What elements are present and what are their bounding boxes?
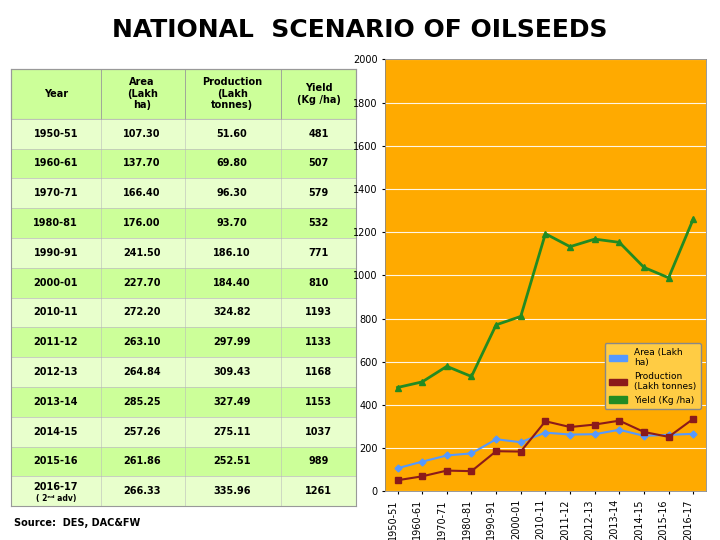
Text: 184.40: 184.40 — [213, 278, 251, 288]
Text: 507: 507 — [308, 158, 328, 168]
Text: 186.10: 186.10 — [213, 248, 251, 258]
Text: 335.96: 335.96 — [213, 486, 251, 496]
Text: 2016-17: 2016-17 — [33, 482, 78, 492]
Text: 481: 481 — [308, 129, 329, 139]
Bar — [11, 268, 356, 298]
Text: 810: 810 — [308, 278, 329, 288]
Bar — [11, 69, 356, 119]
Text: 264.84: 264.84 — [123, 367, 161, 377]
Text: 2011-12: 2011-12 — [33, 338, 78, 347]
Text: 261.86: 261.86 — [123, 456, 161, 467]
Text: 137.70: 137.70 — [123, 158, 161, 168]
Text: Year: Year — [44, 89, 68, 99]
Text: 263.10: 263.10 — [123, 338, 161, 347]
Text: 771: 771 — [308, 248, 328, 258]
Text: 93.70: 93.70 — [217, 218, 248, 228]
Text: 1990-91: 1990-91 — [33, 248, 78, 258]
Text: 1970-71: 1970-71 — [33, 188, 78, 198]
Text: 285.25: 285.25 — [123, 397, 161, 407]
Text: 1133: 1133 — [305, 338, 332, 347]
Bar — [11, 148, 356, 178]
Text: 989: 989 — [308, 456, 329, 467]
Legend: Area (Lakh
ha), Production
(Lakh tonnes), Yield (Kg /ha): Area (Lakh ha), Production (Lakh tonnes)… — [605, 343, 701, 409]
Text: 2013-14: 2013-14 — [33, 397, 78, 407]
Text: 257.26: 257.26 — [123, 427, 161, 437]
Text: 1960-61: 1960-61 — [33, 158, 78, 168]
Text: 1261: 1261 — [305, 486, 332, 496]
Text: 2010-11: 2010-11 — [33, 307, 78, 318]
Text: 1980-81: 1980-81 — [33, 218, 78, 228]
Text: 1037: 1037 — [305, 427, 332, 437]
Bar — [11, 387, 356, 417]
Text: 579: 579 — [308, 188, 328, 198]
Text: 1193: 1193 — [305, 307, 332, 318]
Text: 227.70: 227.70 — [123, 278, 161, 288]
Bar — [11, 119, 356, 148]
Bar — [11, 357, 356, 387]
Bar — [11, 476, 356, 506]
Text: 309.43: 309.43 — [213, 367, 251, 377]
Text: 241.50: 241.50 — [123, 248, 161, 258]
Bar — [11, 417, 356, 447]
Bar — [11, 327, 356, 357]
Bar — [11, 178, 356, 208]
Text: 176.00: 176.00 — [123, 218, 161, 228]
Text: 2012-13: 2012-13 — [33, 367, 78, 377]
Text: 166.40: 166.40 — [123, 188, 161, 198]
Text: 96.30: 96.30 — [217, 188, 248, 198]
Text: 2015-16: 2015-16 — [33, 456, 78, 467]
Text: 2014-15: 2014-15 — [33, 427, 78, 437]
Bar — [11, 447, 356, 476]
Text: 324.82: 324.82 — [213, 307, 251, 318]
Text: 297.99: 297.99 — [213, 338, 251, 347]
Text: ( 2ⁿᵈ adv): ( 2ⁿᵈ adv) — [35, 494, 76, 503]
Text: Area
(Lakh
ha): Area (Lakh ha) — [127, 77, 158, 111]
Text: 107.30: 107.30 — [123, 129, 161, 139]
Bar — [11, 298, 356, 327]
Text: 1153: 1153 — [305, 397, 332, 407]
Text: 69.80: 69.80 — [217, 158, 248, 168]
Text: 2000-01: 2000-01 — [33, 278, 78, 288]
Text: NATIONAL  SCENARIO OF OILSEEDS: NATIONAL SCENARIO OF OILSEEDS — [112, 18, 608, 42]
Text: 327.49: 327.49 — [213, 397, 251, 407]
Text: Production
(Lakh
tonnes): Production (Lakh tonnes) — [202, 77, 262, 111]
Text: 532: 532 — [308, 218, 328, 228]
Text: 266.33: 266.33 — [123, 486, 161, 496]
Text: 272.20: 272.20 — [123, 307, 161, 318]
Text: 275.11: 275.11 — [213, 427, 251, 437]
Text: 51.60: 51.60 — [217, 129, 248, 139]
Text: 252.51: 252.51 — [213, 456, 251, 467]
Text: Yield
(Kg /ha): Yield (Kg /ha) — [297, 83, 341, 105]
Text: 1950-51: 1950-51 — [33, 129, 78, 139]
Bar — [11, 238, 356, 268]
Text: Source:  DES, DAC&FW: Source: DES, DAC&FW — [14, 518, 140, 528]
Text: 1168: 1168 — [305, 367, 332, 377]
Bar — [11, 208, 356, 238]
